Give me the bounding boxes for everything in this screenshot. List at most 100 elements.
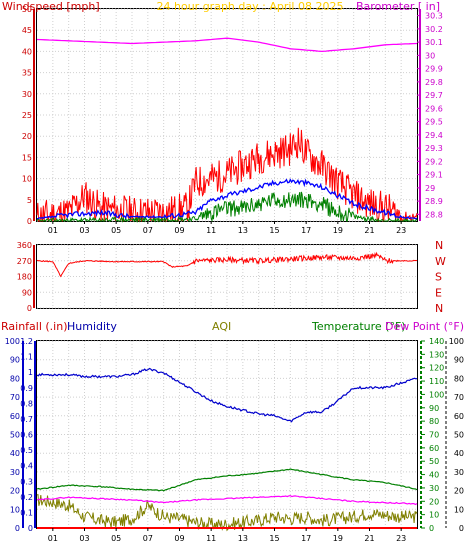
humidity-tick-label: 60 (10, 412, 20, 421)
x-tick-label: 03 (79, 534, 89, 543)
aqi-tick-label: 100 (449, 337, 464, 346)
x-tick-label: 23 (396, 226, 406, 235)
aqi-tick-label: 60 (454, 412, 464, 421)
aqi-tick-label: 40 (454, 449, 464, 458)
y-tick-label: 45 (22, 26, 32, 35)
compass-label: N (435, 302, 443, 315)
y-tick-label: 29.2 (425, 157, 443, 166)
y-tick-label: 30.1 (425, 38, 443, 47)
rain-tick-label: 0.5 (20, 446, 33, 455)
y-tick-label: 29.3 (425, 144, 443, 153)
x-tick-label: 15 (269, 534, 279, 543)
temp-tick-label: 110 (429, 377, 444, 386)
y-tick-label: 30 (22, 90, 32, 99)
y-tick-label: 180 (17, 273, 32, 282)
aqi-tick-label: 70 (454, 393, 464, 402)
aqi-tick-label: 20 (454, 487, 464, 496)
chart-title: 24 hour graph day : April 08 2025 (157, 0, 344, 13)
humidity-tick-label: 100 (5, 337, 20, 346)
x-tick-label: 11 (206, 534, 216, 543)
y-tick-label: 25 (22, 111, 32, 120)
temp-tick-label: 50 (429, 457, 439, 466)
x-tick-label: 23 (396, 534, 406, 543)
windspeed-axis-label: Windspeed [mph] (2, 0, 100, 13)
x-tick-label: 21 (364, 226, 374, 235)
y-tick-label: 29 (425, 184, 435, 193)
x-tick-label: 21 (364, 534, 374, 543)
temp-tick-label: 0 (429, 524, 434, 533)
humidity-tick-label: 50 (10, 431, 20, 440)
rain-tick-label: 0.4 (20, 462, 33, 471)
direction-panel-series (36, 251, 418, 278)
wind-average-line (36, 178, 418, 220)
temp-tick-label: 10 (429, 511, 439, 520)
y-tick-label: 29.6 (425, 104, 443, 113)
humidity-tick-label: 80 (10, 374, 20, 383)
rain-tick-label: 0.8 (20, 399, 33, 408)
temp-tick-label: 90 (429, 404, 439, 413)
humidity-axis-label: Humidity (67, 320, 117, 333)
rain-tick-label: 1.2 (20, 337, 33, 346)
y-tick-label: 29.1 (425, 171, 443, 180)
y-tick-label: 0 (27, 217, 32, 226)
humidity-line (36, 367, 418, 423)
rainfall-axis-label: Rainfall (.in) (1, 320, 68, 333)
humidity-tick-label: 0 (15, 524, 20, 533)
y-tick-label: 28.9 (425, 197, 443, 206)
aqi-tick-label: 0 (459, 524, 464, 533)
wind-panel-axes: 0510152025303540455028.828.92929.129.229… (22, 5, 443, 235)
x-tick-label: 17 (301, 226, 311, 235)
y-tick-label: 5 (27, 196, 32, 205)
y-tick-label: 29.9 (425, 65, 443, 74)
x-tick-label: 01 (48, 226, 58, 235)
temp-tick-label: 100 (429, 390, 444, 399)
wind-min-line (36, 191, 418, 223)
y-tick-label: 0 (27, 304, 32, 313)
rain-tick-label: 0.7 (20, 415, 33, 424)
x-tick-label: 01 (48, 534, 58, 543)
x-tick-label: 13 (238, 534, 248, 543)
temperature-line (36, 468, 418, 492)
temperature-axis-label: Temperature (°F) (311, 320, 406, 333)
compass-label: N (435, 239, 443, 252)
rain-tick-label: 0.3 (20, 477, 33, 486)
rain-tick-label: 1.1 (20, 353, 33, 362)
x-tick-label: 19 (333, 534, 343, 543)
y-tick-label: 15 (22, 153, 32, 162)
rain-tick-label: 0.1 (20, 508, 33, 517)
x-tick-label: 03 (79, 226, 89, 235)
x-tick-label: 09 (174, 534, 184, 543)
y-tick-label: 35 (22, 69, 32, 78)
y-tick-label: 20 (22, 132, 32, 141)
x-tick-label: 05 (111, 534, 121, 543)
y-tick-label: 30.3 (425, 12, 443, 21)
aqi-tick-label: 80 (454, 374, 464, 383)
x-tick-label: 17 (301, 534, 311, 543)
humidity-tick-label: 30 (10, 468, 20, 477)
dewpoint-line (36, 494, 418, 506)
y-tick-label: 28.8 (425, 210, 443, 219)
compass-label: W (435, 255, 446, 268)
x-tick-label: 19 (333, 226, 343, 235)
aqi-tick-label: 10 (454, 505, 464, 514)
windspeed-line (36, 127, 418, 222)
wind-panel-grid (37, 8, 417, 222)
temp-tick-label: 20 (429, 497, 439, 506)
y-tick-label: 50 (22, 5, 32, 14)
y-tick-label: 270 (17, 257, 32, 266)
y-tick-label: 90 (22, 288, 32, 297)
temp-tick-label: 70 (429, 431, 439, 440)
y-tick-label: 30 (425, 51, 435, 60)
rain-tick-label: 0.9 (20, 384, 33, 393)
temp-tick-label: 60 (429, 444, 439, 453)
x-tick-label: 11 (206, 226, 216, 235)
y-tick-label: 29.7 (425, 91, 443, 100)
temp-tick-label: 130 (429, 350, 444, 359)
humidity-tick-label: 70 (10, 393, 20, 402)
y-tick-label: 29.8 (425, 78, 443, 87)
y-tick-label: 30.2 (425, 25, 443, 34)
y-tick-label: 40 (22, 47, 32, 56)
x-tick-label: 13 (238, 226, 248, 235)
